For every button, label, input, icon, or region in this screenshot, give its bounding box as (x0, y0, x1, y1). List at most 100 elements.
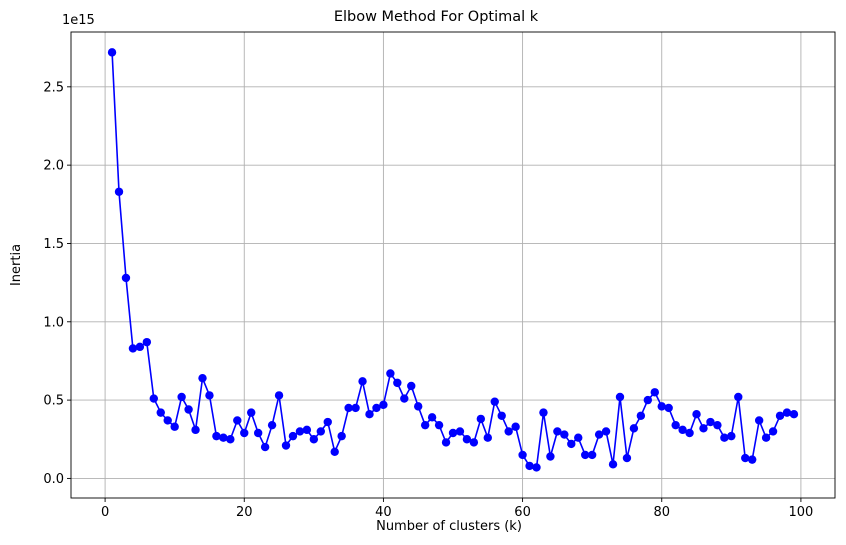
y-tick-label: 2.0 (43, 159, 64, 174)
data-point (365, 409, 374, 419)
x-tick-label: 80 (653, 505, 670, 520)
data-point (212, 431, 221, 441)
data-point (497, 411, 506, 420)
data-point (288, 431, 298, 441)
data-point (587, 450, 597, 460)
data-point (789, 409, 799, 419)
data-point (504, 427, 513, 436)
data-point (170, 422, 179, 431)
data-point (720, 433, 729, 442)
data-point (295, 427, 305, 436)
data-point (768, 427, 778, 436)
x-tick-label: 60 (514, 505, 531, 520)
data-point (274, 391, 284, 400)
data-point (685, 428, 694, 438)
data-point (636, 411, 646, 420)
data-point (253, 428, 263, 438)
data-point (734, 392, 743, 402)
data-point (650, 388, 659, 397)
data-point (121, 273, 131, 283)
data-point (581, 450, 590, 460)
data-point (260, 442, 270, 452)
data-point (177, 392, 186, 402)
plot-frame (70, 31, 836, 499)
data-point (643, 395, 653, 405)
data-point (511, 422, 520, 431)
data-point (615, 392, 625, 402)
data-point (727, 431, 736, 441)
data-point (135, 342, 145, 352)
chart-title: Elbow Method For Optimal k (334, 9, 539, 25)
data-point (476, 414, 486, 424)
data-point (706, 417, 715, 427)
data-point (490, 397, 499, 406)
data-point (184, 405, 193, 414)
data-point (107, 48, 117, 57)
data-point (629, 424, 639, 433)
inertia-series (107, 48, 799, 472)
data-point (372, 403, 381, 413)
grid-lines (71, 32, 835, 498)
axis-ticks: 0 20 40 60 80 100 0.0 0.5 1.0 1.5 2.0 2.5 (43, 80, 813, 520)
x-tick-label: 40 (375, 505, 392, 520)
data-point (441, 438, 451, 447)
data-point (518, 450, 527, 460)
data-point (469, 438, 479, 447)
x-tick-label: 0 (101, 505, 109, 520)
data-point (156, 408, 165, 417)
data-point (316, 427, 325, 436)
data-point (567, 439, 576, 449)
y-tick-label: 1.5 (43, 237, 64, 252)
data-point (226, 435, 235, 444)
data-point (754, 416, 764, 425)
data-point (358, 377, 367, 386)
data-point (448, 428, 458, 438)
data-point (678, 425, 687, 435)
x-tick-label: 100 (788, 505, 813, 520)
data-point (330, 447, 339, 456)
data-point (532, 463, 541, 472)
data-point (699, 424, 708, 433)
data-point (747, 455, 757, 464)
data-point (219, 433, 228, 442)
data-point (483, 433, 492, 442)
data-point (434, 420, 444, 430)
data-point (379, 400, 388, 409)
data-point (191, 425, 200, 435)
y-tick-label: 1.0 (43, 315, 64, 330)
x-tick-label: 20 (236, 505, 253, 520)
data-point (594, 430, 604, 439)
data-point (608, 460, 618, 469)
data-point (761, 433, 771, 442)
series-line (111, 52, 795, 469)
data-point (233, 416, 242, 425)
data-point (205, 391, 214, 400)
data-point (267, 420, 277, 430)
data-point (546, 452, 555, 461)
data-point (420, 420, 430, 430)
x-axis-label: Number of clusters (k) (376, 519, 522, 534)
data-point (782, 408, 792, 417)
data-point (142, 337, 152, 347)
data-point (309, 435, 319, 444)
data-point (337, 431, 346, 441)
data-point (393, 378, 402, 388)
data-point (657, 402, 666, 411)
data-point (622, 453, 632, 463)
y-offset-label: 1e15 (62, 13, 95, 28)
data-point (344, 403, 353, 413)
data-point (741, 453, 750, 463)
data-point (281, 441, 291, 450)
data-point (247, 408, 256, 417)
data-point (400, 394, 409, 403)
data-point (455, 427, 465, 436)
data-point (671, 420, 680, 430)
data-point (713, 420, 722, 430)
data-point (114, 187, 124, 196)
data-point (692, 409, 701, 419)
data-point (163, 416, 172, 425)
data-point (386, 369, 395, 378)
data-point (574, 433, 583, 442)
data-point (128, 344, 138, 353)
